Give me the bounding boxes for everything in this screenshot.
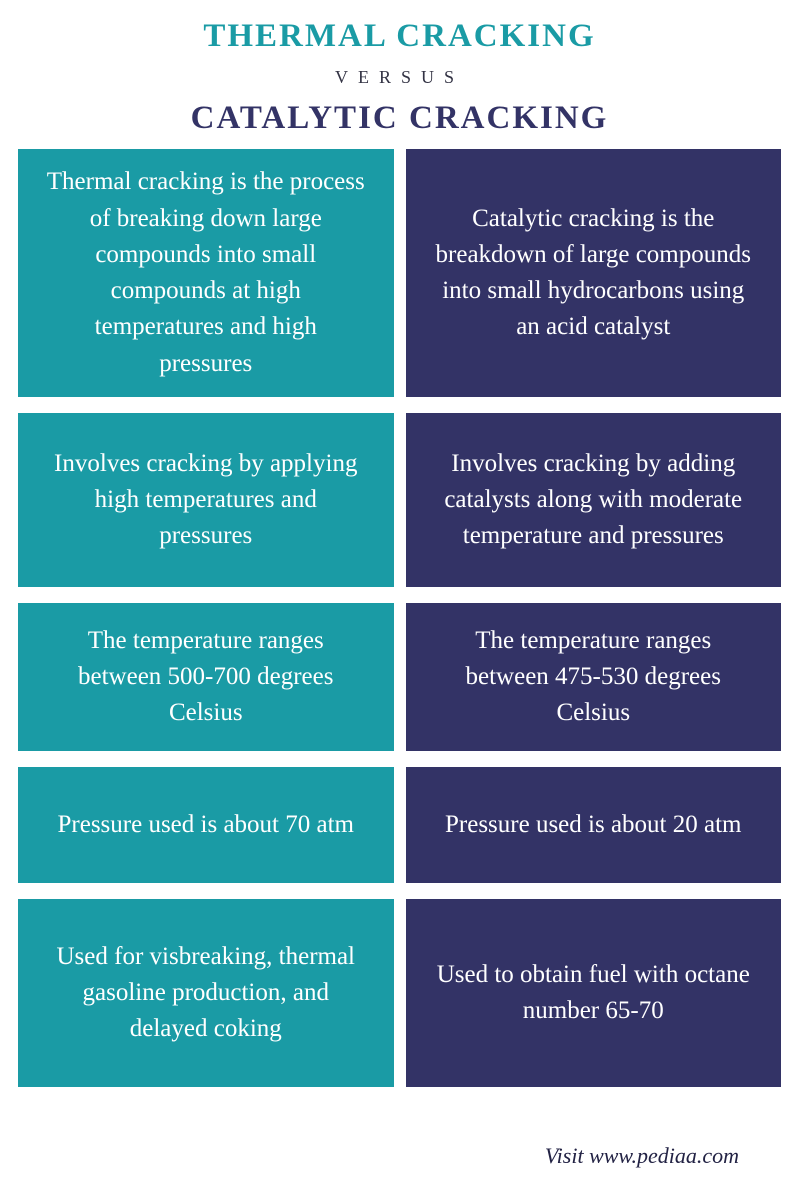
divider <box>406 757 782 761</box>
catalytic-method: Involves cracking by adding catalysts al… <box>406 413 782 587</box>
divider <box>18 403 394 407</box>
column-thermal: Thermal cracking is the process of break… <box>18 149 394 1131</box>
divider <box>406 403 782 407</box>
divider <box>18 757 394 761</box>
thermal-temperature: The temperature ranges between 500-700 d… <box>18 603 394 751</box>
thermal-method: Involves cracking by applying high tempe… <box>18 413 394 587</box>
comparison-infographic: THERMAL CRACKING VERSUS CATALYTIC CRACKI… <box>0 0 799 1189</box>
column-catalytic: Catalytic cracking is the breakdown of l… <box>406 149 782 1131</box>
catalytic-definition: Catalytic cracking is the breakdown of l… <box>406 149 782 397</box>
thermal-uses: Used for visbreaking, thermal gasoline p… <box>18 899 394 1087</box>
catalytic-temperature: The temperature ranges between 475-530 d… <box>406 603 782 751</box>
columns: Thermal cracking is the process of break… <box>0 149 799 1131</box>
thermal-definition: Thermal cracking is the process of break… <box>18 149 394 397</box>
versus-label: VERSUS <box>0 67 799 88</box>
divider <box>406 889 782 893</box>
catalytic-uses: Used to obtain fuel with octane number 6… <box>406 899 782 1087</box>
title-right: CATALYTIC CRACKING <box>0 100 799 137</box>
footer-credit: Visit www.pediaa.com <box>0 1131 799 1189</box>
divider <box>18 593 394 597</box>
header: THERMAL CRACKING VERSUS CATALYTIC CRACKI… <box>0 0 799 149</box>
thermal-pressure: Pressure used is about 70 atm <box>18 767 394 883</box>
title-left: THERMAL CRACKING <box>0 18 799 55</box>
divider <box>18 889 394 893</box>
divider <box>406 593 782 597</box>
catalytic-pressure: Pressure used is about 20 atm <box>406 767 782 883</box>
